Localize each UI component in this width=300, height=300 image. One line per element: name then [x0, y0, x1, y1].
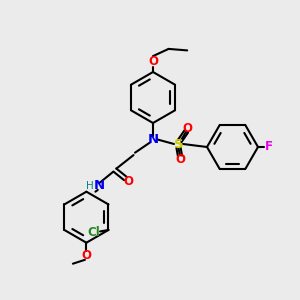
Text: O: O: [182, 122, 193, 135]
Text: H: H: [86, 181, 94, 191]
Text: S: S: [174, 137, 183, 151]
Text: O: O: [148, 55, 158, 68]
Text: N: N: [147, 133, 159, 146]
Text: Cl: Cl: [87, 226, 100, 239]
Text: O: O: [123, 175, 134, 188]
Text: N: N: [93, 179, 105, 192]
Text: O: O: [175, 153, 185, 166]
Text: O: O: [81, 249, 92, 262]
Text: F: F: [265, 140, 272, 154]
